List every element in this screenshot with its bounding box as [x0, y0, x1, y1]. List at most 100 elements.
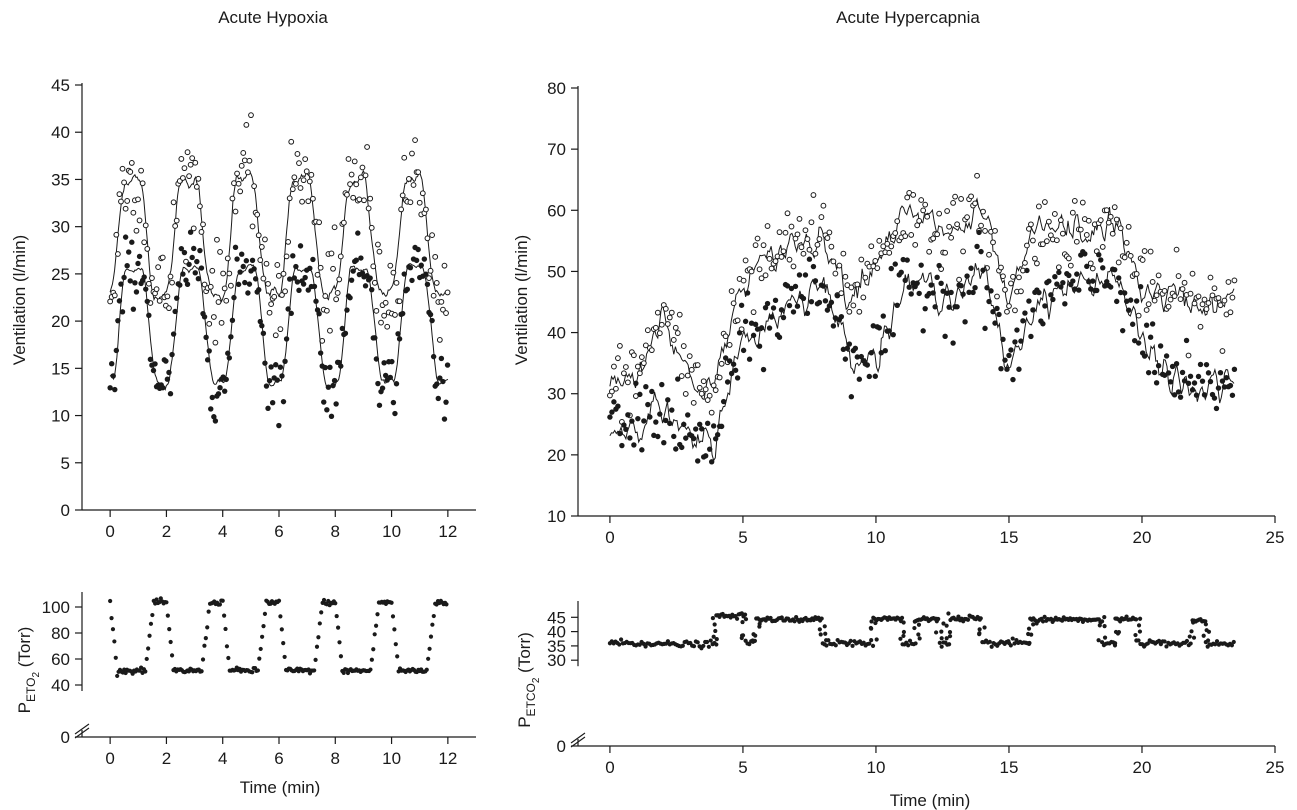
hypercapnia_ventilation-series-0-point [656, 330, 663, 337]
hypoxia_peto2-point [373, 623, 379, 628]
hypoxia_ventilation-series-0-point [300, 177, 307, 184]
hypoxia_ventilation-series-0-point [328, 250, 335, 257]
hypoxia_ventilation-series-1-point [198, 265, 205, 271]
hypercapnia_ventilation-series-1-point [1112, 266, 1118, 273]
hypercapnia_petco2-point [1204, 628, 1209, 633]
hypoxia_ventilation-series-1-point [401, 271, 407, 277]
hypercapnia_petco2-point [965, 617, 971, 622]
hypercapnia_ventilation-series-0-point [952, 193, 958, 200]
hypercapnia_ventilation-series-1-point [633, 380, 639, 386]
hypoxia_ventilation-series-1-point [121, 274, 127, 281]
hypoxia_ventilation-series-0-point [169, 279, 175, 286]
hypoxia_ventilation-series-0-point [186, 173, 192, 180]
hypoxia_ventilation-series-1-point [124, 263, 130, 269]
hypoxia_ventilation-series-0-point [128, 160, 135, 166]
hypoxia_ventilation-series-0-point [257, 257, 264, 263]
hypoxia_ventilation-series-0-point [212, 339, 219, 346]
hypercapnia_ventilation-series-1-point [704, 420, 711, 427]
hypoxia_ventilation-series-0-point [289, 186, 296, 193]
hypercapnia_ventilation-series-1-point [1213, 405, 1220, 412]
hypercapnia_ventilation-series-1-point [750, 332, 757, 339]
hypoxia_ventilation-series-1-point [381, 360, 387, 366]
hypercapnia_ventilation-series-0-point [1065, 255, 1072, 262]
hypoxia_ventilation-series-1-point [390, 399, 397, 406]
hypercapnia_petco2-point [989, 644, 994, 649]
hypoxia_peto2-point [206, 609, 211, 614]
hypoxia_ventilation-series-0-point [323, 307, 330, 314]
hypoxia_ventilation-series-0-point [124, 198, 131, 204]
hypoxia_ventilation-series-0-point [427, 267, 434, 274]
hypercapnia_ventilation-series-1-point [902, 277, 908, 283]
hypoxia_ventilation-series-1-point [369, 286, 375, 293]
hypercapnia_ventilation-series-1-point [659, 381, 665, 388]
hypoxia_ventilation-series-1-point [429, 317, 435, 324]
hypoxia_ventilation-x-tick-label: 0 [105, 522, 114, 541]
hypercapnia_ventilation-series-0-point [1121, 254, 1128, 261]
hypercapnia_ventilation-series-1-point [619, 442, 625, 449]
hypercapnia_ventilation-series-0-point [634, 363, 641, 370]
hypercapnia_petco2-point [714, 636, 719, 642]
hypercapnia_ventilation-series-1-point [718, 423, 725, 430]
hypercapnia_ventilation-series-1-point [1215, 385, 1222, 391]
hypercapnia_ventilation-series-0-point [964, 214, 970, 221]
hypercapnia_petco2-axis-break [570, 732, 586, 748]
hypercapnia_ventilation-series-1-point [788, 285, 795, 292]
hypoxia-xlabel: Time (min) [240, 778, 321, 797]
hypercapnia_ventilation-plot: 10 20 30 40 50 60 70 80 0 5 10 15 20 25 [547, 79, 1284, 547]
hypercapnia_ventilation-series-0-point [768, 265, 775, 272]
hypercapnia_ventilation-series-0-point [638, 354, 645, 361]
hypercapnia_ventilation-series-1-point [810, 263, 817, 270]
hypoxia_ventilation-series-1-point [212, 418, 219, 424]
hypoxia_peto2-point [314, 644, 320, 649]
hypercapnia_ventilation-series-0-point [944, 208, 951, 214]
hypercapnia_petco2-point [912, 625, 917, 631]
hypoxia_ventilation-series-0-point [436, 337, 443, 343]
hypercapnia_ventilation-series-0-point [894, 218, 901, 225]
hypercapnia_ventilation-series-0-point [942, 249, 949, 256]
hypercapnia_ventilation-series-0-point [972, 200, 978, 207]
hypoxia_ventilation-series-0-point [121, 179, 127, 186]
hypercapnia_ventilation-series-0-point [1105, 219, 1112, 226]
hypercapnia_petco2-point [982, 625, 987, 630]
hypercapnia_ventilation-series-0-point [640, 360, 647, 367]
hypoxia_peto2-point [108, 598, 113, 604]
hypoxia_ventilation-series-0-point [237, 188, 244, 195]
hypoxia_peto2-point [169, 653, 175, 658]
hypoxia_ventilation-series-1-point [280, 398, 287, 405]
hypoxia_peto2-point [319, 610, 324, 615]
hypoxia_ventilation-series-0-point [426, 275, 432, 281]
hypercapnia_ventilation-series-0-point [1018, 288, 1024, 295]
hypoxia_ventilation-series-0-line [109, 169, 449, 303]
hypercapnia_ventilation-series-1-point [1211, 395, 1218, 401]
hypercapnia_ventilation-series-0-point [1012, 307, 1018, 314]
hypercapnia_ventilation-series-1-point [802, 272, 809, 278]
hypercapnia_ventilation-series-1-point [930, 290, 936, 296]
hypercapnia_ventilation-series-0-point [1099, 244, 1106, 250]
hypercapnia_petco2-point [706, 644, 711, 649]
hypoxia_ventilation-series-0-point [116, 191, 123, 198]
hypercapnia_ventilation-series-1-point [974, 243, 980, 250]
hypercapnia_ventilation-series-0-point [910, 191, 917, 198]
hypercapnia_ventilation-series-0-point [674, 330, 681, 336]
hypoxia_ventilation-series-0-point [119, 165, 126, 172]
hypercapnia_petco2-point [826, 638, 831, 643]
hypoxia_peto2-point [115, 673, 120, 679]
hypercapnia_ventilation-series-1-point [744, 290, 751, 296]
hypercapnia_petco2-x-tick-label: 10 [866, 758, 885, 777]
hypercapnia_ventilation-series-1-point [617, 430, 623, 437]
hypoxia_ventilation-series-0-point [370, 263, 377, 270]
hypoxia_ventilation-series-1-point [382, 372, 389, 379]
hypoxia_peto2-point [279, 627, 284, 632]
hypoxia_ventilation-series-1-point [413, 257, 420, 264]
hypoxia_ventilation-series-0-point [184, 149, 191, 156]
hypercapnia_petco2-point [1187, 634, 1192, 639]
hypercapnia_ventilation-series-1-point [720, 398, 727, 405]
hypoxia_ventilation-series-1-point [262, 360, 268, 366]
hypercapnia_ventilation-series-1-point [1165, 370, 1172, 376]
hypoxia_ventilation-series-0-point [248, 112, 254, 119]
hypercapnia_ventilation-series-1-point [828, 299, 835, 306]
hypercapnia_ventilation-series-1-point [830, 323, 837, 329]
hypercapnia_ventilation-series-1-point [621, 422, 627, 428]
